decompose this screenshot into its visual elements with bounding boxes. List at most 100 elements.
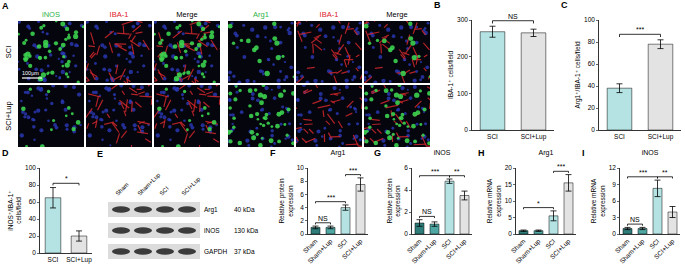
svg-text:130 kDa: 130 kDa (234, 227, 259, 234)
svg-text:***: *** (327, 194, 335, 201)
svg-text:SCI: SCI (4, 46, 13, 59)
svg-text:GAPDH: GAPDH (204, 248, 227, 255)
svg-text:IBA-1: IBA-1 (110, 10, 129, 19)
svg-text:20: 20 (505, 164, 513, 171)
svg-text:0: 0 (404, 230, 408, 237)
svg-text:SCI: SCI (158, 185, 170, 197)
svg-text:SCI+Lup: SCI+Lup (653, 237, 677, 261)
svg-text:Sham: Sham (614, 237, 631, 254)
svg-text:37 kDa: 37 kDa (234, 248, 255, 255)
svg-text:A: A (2, 1, 9, 11)
svg-text:**: ** (454, 168, 460, 175)
svg-text:iNOS: iNOS (434, 149, 451, 156)
svg-text:20: 20 (29, 232, 37, 239)
svg-text:60: 60 (29, 198, 37, 205)
svg-text:NS: NS (508, 13, 518, 20)
svg-text:20: 20 (588, 104, 596, 111)
svg-text:2: 2 (300, 217, 304, 224)
svg-text:iNOS: iNOS (42, 10, 60, 19)
svg-text:Arg1: Arg1 (253, 10, 269, 19)
svg-text:15: 15 (505, 181, 513, 188)
svg-text:Merge: Merge (176, 10, 197, 19)
svg-text:E: E (97, 149, 103, 159)
svg-text:iNOS⁺/IBA-1⁺cells/field: iNOS⁺/IBA-1⁺cells/field (7, 190, 22, 230)
svg-text:*: * (65, 175, 68, 182)
svg-text:*: * (537, 200, 540, 207)
svg-text:SCI: SCI (48, 256, 59, 263)
svg-text:SCI: SCI (487, 133, 498, 140)
svg-text:9: 9 (612, 181, 616, 188)
svg-text:100: 100 (584, 16, 595, 23)
svg-text:12: 12 (609, 164, 617, 171)
svg-text:Arg1: Arg1 (331, 149, 346, 157)
svg-text:80: 80 (29, 181, 37, 188)
svg-text:Relative proteinexpression: Relative proteinexpression (386, 178, 402, 224)
svg-text:5: 5 (508, 214, 512, 221)
svg-text:6: 6 (300, 191, 304, 198)
svg-text:100μm: 100μm (22, 70, 39, 76)
svg-text:300: 300 (457, 16, 468, 23)
svg-text:SCI: SCI (648, 237, 661, 250)
svg-text:40: 40 (588, 82, 596, 89)
svg-text:80: 80 (588, 38, 596, 45)
svg-text:SCI+Lup: SCI+Lup (341, 237, 365, 261)
svg-text:0: 0 (508, 230, 512, 237)
svg-text:IBA-1⁺ cells/field: IBA-1⁺ cells/field (447, 51, 454, 100)
svg-text:2: 2 (404, 208, 408, 215)
svg-text:8: 8 (300, 177, 304, 184)
svg-text:6: 6 (612, 197, 616, 204)
svg-text:SCI+Lup: SCI+Lup (521, 133, 547, 141)
svg-text:0: 0 (32, 249, 36, 256)
svg-text:***: *** (636, 26, 644, 33)
svg-text:SCI: SCI (440, 237, 453, 250)
svg-text:Sham: Sham (510, 237, 527, 254)
svg-text:***: *** (349, 167, 357, 174)
svg-text:SCI+Lup: SCI+Lup (445, 237, 469, 261)
svg-text:Sham+Lup: Sham+Lup (514, 237, 542, 265)
svg-text:***: *** (639, 169, 647, 176)
svg-text:SCI+Lup: SCI+Lup (4, 101, 13, 130)
svg-text:10: 10 (297, 164, 305, 171)
svg-text:4: 4 (300, 204, 304, 211)
svg-text:60: 60 (588, 60, 596, 67)
svg-text:200: 200 (457, 53, 468, 60)
svg-text:Relative proteinexpression: Relative proteinexpression (278, 178, 294, 224)
svg-text:SCI+Lup: SCI+Lup (648, 133, 674, 141)
svg-text:NS: NS (422, 208, 432, 215)
svg-text:SCI: SCI (544, 237, 557, 250)
svg-text:IBA-1: IBA-1 (320, 10, 339, 19)
svg-text:NS: NS (318, 215, 328, 222)
svg-text:***: *** (557, 163, 565, 170)
svg-text:SCI: SCI (614, 133, 625, 140)
svg-text:Sham+Lup: Sham+Lup (410, 237, 438, 265)
svg-text:0: 0 (300, 230, 304, 237)
svg-text:SCI+Lup: SCI+Lup (66, 256, 92, 264)
svg-text:Sham: Sham (302, 237, 319, 254)
svg-text:6: 6 (404, 164, 408, 171)
svg-text:Relative mRNAexpression: Relative mRNAexpression (590, 178, 606, 223)
svg-text:NS: NS (630, 216, 640, 223)
svg-text:**: ** (662, 169, 668, 176)
svg-text:Arg1⁺/IBA-1⁺ cells/field: Arg1⁺/IBA-1⁺ cells/field (574, 41, 582, 109)
svg-text:SCI: SCI (336, 237, 349, 250)
svg-text:SCI+Lup: SCI+Lup (549, 237, 573, 261)
svg-text:0: 0 (591, 126, 595, 133)
svg-text:Sham: Sham (114, 181, 129, 196)
svg-text:Sham+Lup: Sham+Lup (306, 237, 334, 265)
svg-text:iNOS: iNOS (642, 149, 659, 156)
svg-text:Arg1: Arg1 (539, 149, 554, 157)
svg-text:3: 3 (612, 214, 616, 221)
svg-text:0: 0 (612, 230, 616, 237)
svg-text:10: 10 (505, 197, 513, 204)
svg-text:***: *** (431, 168, 439, 175)
svg-text:100: 100 (25, 164, 36, 171)
svg-text:Sham: Sham (406, 237, 423, 254)
svg-text:0: 0 (464, 126, 468, 133)
svg-text:40 kDa: 40 kDa (234, 206, 255, 213)
svg-text:100: 100 (457, 90, 468, 97)
svg-text:4: 4 (404, 186, 408, 193)
svg-text:Merge: Merge (386, 10, 407, 19)
svg-text:SCI+Lup: SCI+Lup (180, 175, 201, 196)
svg-text:Sham+Lup: Sham+Lup (618, 237, 646, 265)
svg-text:40: 40 (29, 215, 37, 222)
